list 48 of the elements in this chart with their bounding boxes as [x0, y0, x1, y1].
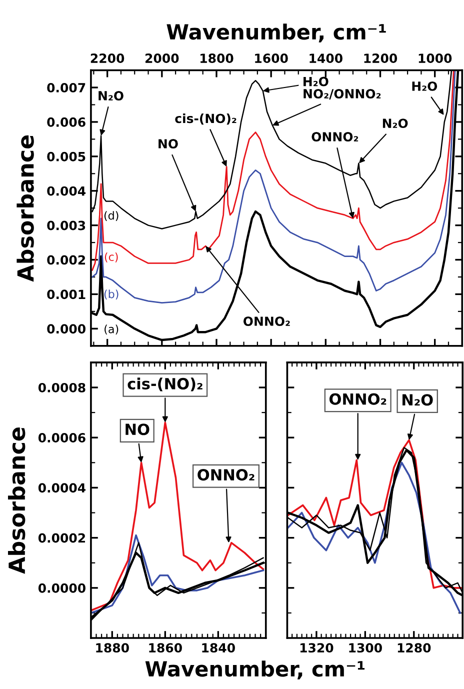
series-label: (c)	[104, 252, 118, 262]
annotation: cis-(NO)₂	[175, 113, 236, 125]
annotation: cis-(NO)₂	[128, 378, 202, 392]
annotation: N₂O	[402, 394, 433, 406]
y-tick-label: 0.000	[47, 324, 86, 334]
annotation: NO	[126, 424, 150, 436]
x-tick-label: 1000	[418, 54, 452, 63]
annotation: ONNO₂	[312, 132, 358, 142]
x-tick-label: 1320	[300, 643, 334, 653]
series-label: (a)	[104, 324, 118, 335]
y-tick-label: 0.001	[47, 290, 86, 300]
x-tick-label: 1280	[398, 643, 431, 653]
annotation: NO₂/ONNO₂	[304, 89, 381, 100]
x-tick-label: 1200	[364, 54, 398, 63]
annotation: H₂O	[304, 76, 328, 86]
x-axis-title: Wavenumber, cm⁻¹	[166, 24, 386, 42]
annotation: NO	[158, 139, 178, 148]
y-tick-label: 0.004	[47, 186, 86, 196]
y-axis-title: Absorbance	[8, 428, 26, 574]
series-label: (d)	[104, 211, 118, 221]
x-tick-label: 1300	[349, 643, 382, 653]
series-label: (b)	[104, 290, 118, 300]
y-tick-label: 0.0002	[38, 533, 85, 543]
x-tick-label: 2200	[90, 54, 124, 63]
y-tick-label: 0.005	[47, 152, 86, 162]
x-tick-label: 2000	[146, 54, 179, 63]
annotation: ONNO₂	[243, 316, 290, 326]
y-tick-label: 0.0006	[38, 433, 86, 443]
x-tick-label: 1880	[96, 643, 129, 653]
x-tick-label: 1800	[200, 54, 234, 63]
y-tick-label: 0.002	[47, 255, 85, 265]
annotation: H₂O	[412, 81, 438, 91]
x-tick-label: 1600	[255, 54, 288, 63]
annotation: N₂O	[382, 118, 408, 128]
y-tick-label: 0.0004	[38, 483, 86, 493]
y-tick-label: 0.006	[47, 117, 86, 127]
x-tick-label: 1400	[310, 54, 342, 63]
annotation: ONNO₂	[198, 469, 254, 481]
x-tick-label: 1860	[149, 643, 182, 653]
x-axis-title: Wavenumber, cm⁻¹	[145, 660, 365, 680]
annotation: N₂O	[98, 91, 124, 100]
y-tick-label: 0.007	[47, 82, 86, 92]
annotation: ONNO₂	[330, 393, 386, 405]
x-tick-label: 1840	[202, 643, 235, 653]
y-tick-label: 0.003	[47, 220, 86, 230]
y-tick-label: 0.0008	[38, 382, 86, 392]
y-axis-title: Absorbance	[16, 135, 34, 282]
y-tick-label: 0.0000	[38, 583, 86, 593]
